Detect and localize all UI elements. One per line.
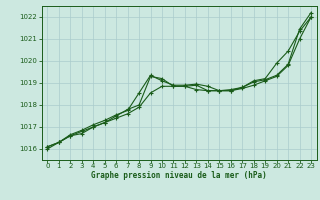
X-axis label: Graphe pression niveau de la mer (hPa): Graphe pression niveau de la mer (hPa)	[91, 171, 267, 180]
